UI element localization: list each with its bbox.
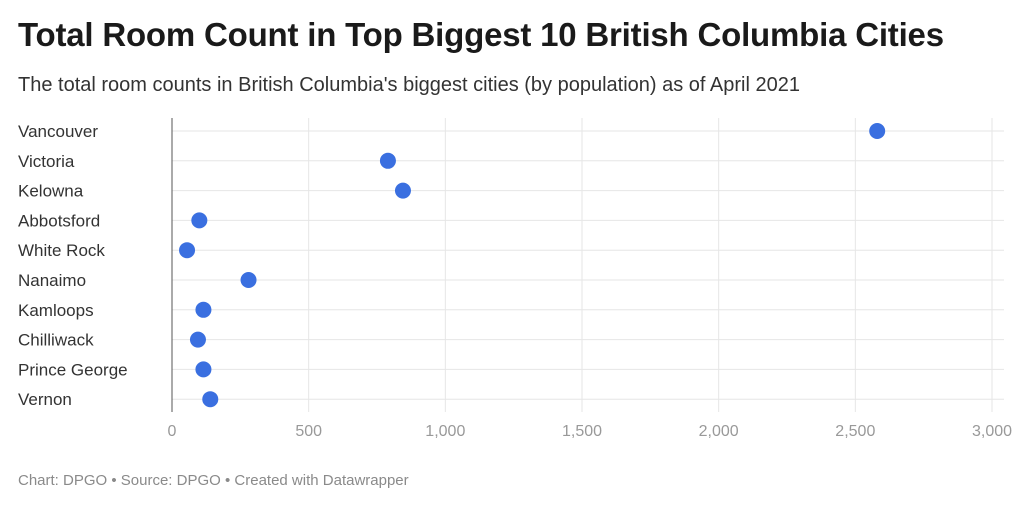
x-tick-label: 500 xyxy=(295,423,322,440)
category-label: Vancouver xyxy=(18,122,98,141)
category-label: Kamloops xyxy=(18,301,94,320)
data-point xyxy=(202,391,219,408)
x-tick-label: 1,500 xyxy=(562,423,602,440)
data-point xyxy=(394,182,411,199)
category-label: Nanaimo xyxy=(18,271,86,290)
data-point xyxy=(195,301,212,318)
data-point xyxy=(189,331,206,348)
category-labels: Vancouver Victoria Kelowna Abbotsford White … xyxy=(18,122,128,409)
category-label: White Rock xyxy=(18,241,105,260)
category-label: Victoria xyxy=(18,152,75,171)
data-point xyxy=(191,212,208,229)
x-tick-label: 2,500 xyxy=(835,423,875,440)
data-point xyxy=(179,242,196,259)
data-points xyxy=(179,123,886,408)
x-tick-label: 3,000 xyxy=(972,423,1012,440)
data-point xyxy=(240,272,257,288)
data-point xyxy=(869,123,886,139)
category-label: Prince George xyxy=(18,360,128,379)
x-tick-label: 0 xyxy=(168,423,177,440)
data-point xyxy=(379,152,396,169)
category-label: Vernon xyxy=(18,390,72,409)
data-point xyxy=(195,361,212,378)
x-tick-label: 1,000 xyxy=(425,423,465,440)
gridlines xyxy=(172,118,1004,412)
chart-subtitle: The total room counts in British Columbi… xyxy=(18,74,800,96)
x-tick-labels: 0 500 1,000 1,500 2,000 2,500 3,000 xyxy=(168,423,1013,440)
category-label: Abbotsford xyxy=(18,211,100,230)
chart-footer: Chart: DPGO • Source: DPGO • Created wit… xyxy=(18,472,409,489)
category-label: Kelowna xyxy=(18,182,84,201)
chart-title: Total Room Count in Top Biggest 10 Briti… xyxy=(18,16,944,53)
category-label: Chilliwack xyxy=(18,331,94,350)
x-tick-label: 2,000 xyxy=(699,423,739,440)
